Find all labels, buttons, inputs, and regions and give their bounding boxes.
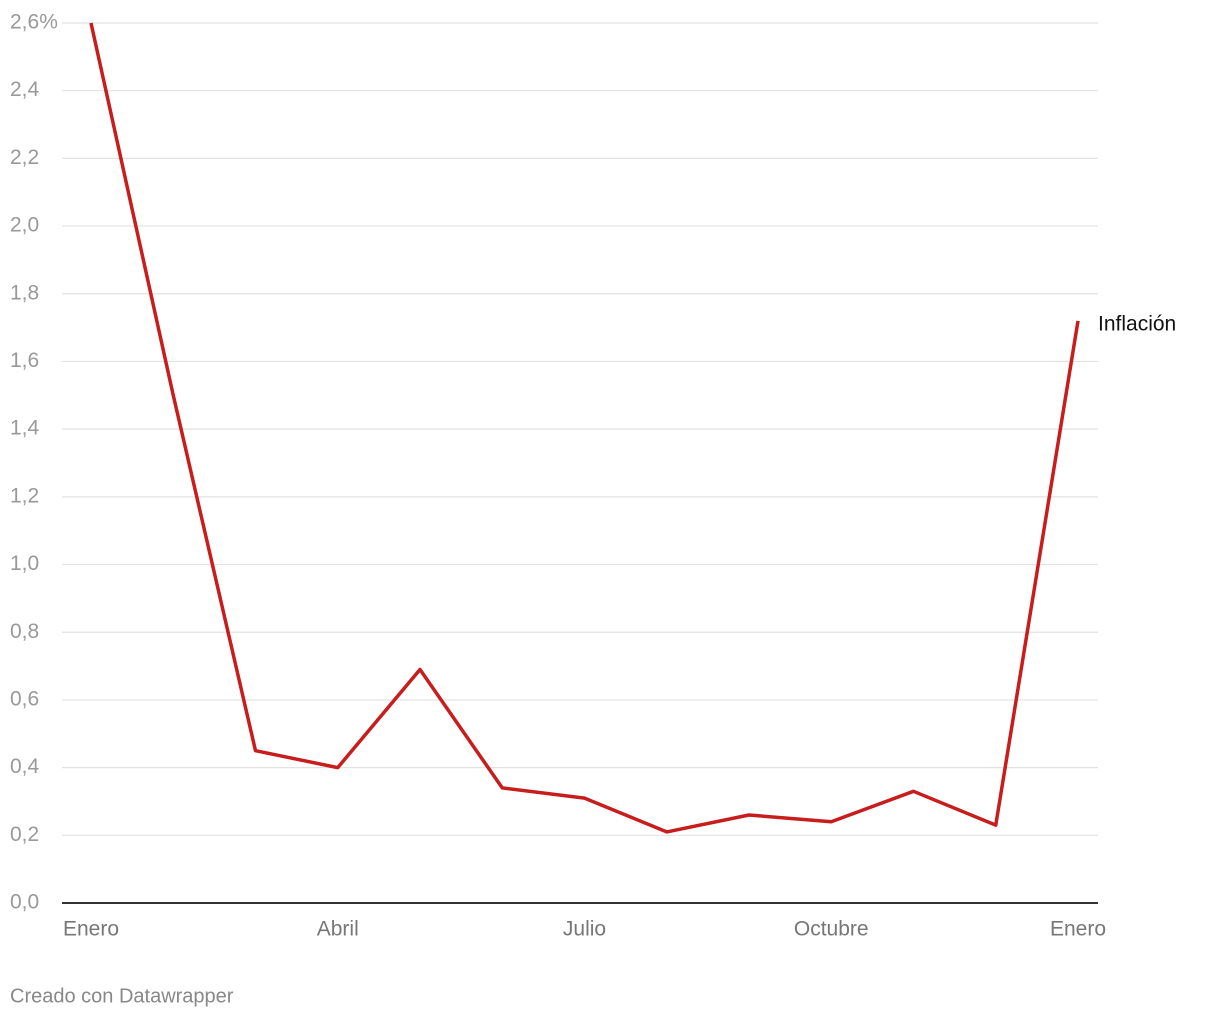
- y-tick-label: 0,0: [10, 891, 39, 914]
- y-tick-label: 2,4: [10, 78, 40, 101]
- y-tick-label: 1,2: [10, 484, 39, 507]
- x-tick-label: Octubre: [794, 918, 869, 941]
- y-tick-label: 0,4: [10, 755, 40, 778]
- y-tick-label: 1,8: [10, 281, 39, 304]
- x-tick-label: Enero: [1050, 918, 1106, 941]
- y-tick-label: 2,6%: [10, 11, 58, 34]
- y-tick-label: 2,0: [10, 214, 39, 237]
- x-tick-label: Abril: [317, 918, 359, 941]
- line: [89, 22, 1080, 834]
- y-tick-label: 2,2: [10, 146, 39, 169]
- x-tick-label: Enero: [63, 918, 119, 941]
- credit: Creado con Datawrapper: [10, 985, 234, 1007]
- y-tick-label: 0,8: [10, 620, 39, 643]
- y-tick-label: 0,2: [10, 823, 39, 846]
- y-tick-label: 1,0: [10, 552, 39, 575]
- y-tick-label: 1,6: [10, 349, 39, 372]
- series-label: Inflación: [1098, 312, 1176, 335]
- y-tick-label: 0,6: [10, 687, 39, 710]
- y-tick-label: 1,4: [10, 417, 40, 440]
- x-tick-label: Julio: [563, 918, 606, 941]
